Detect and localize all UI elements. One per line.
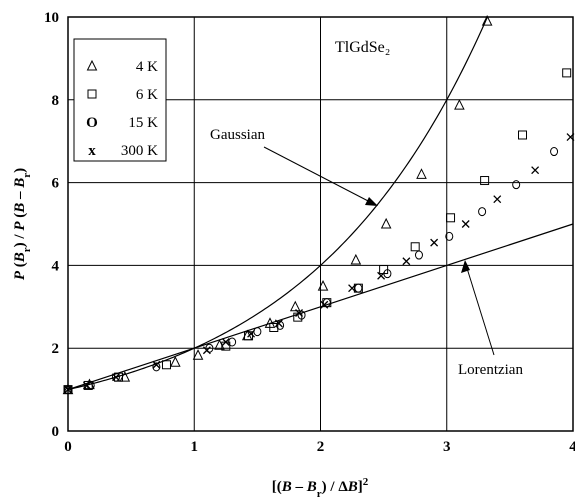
data-point-square [114,372,123,382]
data-point-cross [461,220,470,228]
data-point-cross [402,257,411,266]
tick-labels: 0 1 2 3 4 0 2 4 6 8 10 [44,10,575,455]
annotation-gaussian-arrow [263,146,373,204]
data-point-cross [221,338,230,346]
data-point-triangle [192,349,204,360]
data-point-cross [202,346,211,355]
data-point-circle [111,372,120,382]
annotation-gaussian: Gaussian [210,127,378,206]
data-points [62,15,575,395]
data-point-triangle [454,99,465,110]
data-point-circle [445,231,454,241]
data-point-cross [320,300,329,309]
data-point-cross [295,309,303,317]
data-point-square [410,242,420,252]
data-point-circle [512,180,521,190]
data-point-circle [64,385,72,395]
data-point-cross [112,373,120,382]
legend-box [73,38,167,162]
data-point-square [293,312,303,322]
data-point-square [480,176,490,186]
data-point-square [518,130,527,140]
data-point-cross [64,385,72,394]
data-point-circle [152,362,161,372]
x-tick-label: 0 [64,439,72,455]
data-point-circle [550,147,559,157]
y-tick-label: 6 [52,176,60,192]
data-point-cross [377,271,386,280]
chart-title: TlGdSe₂ [335,39,390,56]
y-tick-label: 4 [52,258,60,274]
legend-marker-circle: O [86,115,98,131]
data-point-triangle [481,15,493,26]
y-tick-label: 8 [52,93,60,109]
data-point-triangle [350,253,362,265]
legend-marker-triangle [86,59,98,71]
data-point-triangle [416,168,427,179]
lorentzian-line [67,223,574,391]
data-point-triangle [317,279,329,291]
data-point-cross [566,133,575,142]
data-point-cross [531,166,540,175]
legend-marker-cross: x [88,143,96,159]
gaussian-curve [67,16,488,391]
data-point-circle [354,283,363,293]
series-300-k [64,133,575,394]
data-point-cross [493,195,502,204]
data-point-cross [82,381,91,390]
legend-marker-square [87,89,97,99]
data-point-cross [274,319,283,328]
annotation-lorentzian-arrow [465,264,495,356]
y-tick-label: 10 [44,10,59,26]
x-tick-label: 4 [569,439,575,455]
data-point-circle [414,250,423,260]
data-point-cross [430,238,439,247]
annotation-lorentzian-label: Lorentzian [458,362,523,378]
annotation-gaussian-label: Gaussian [210,127,265,143]
legend-label: 300 K [121,143,158,159]
data-point-circle [228,337,237,347]
y-tick-label: 2 [52,341,60,357]
y-tick-label: 0 [52,424,60,440]
x-tick-label: 2 [317,439,325,455]
data-point-circle [253,327,262,337]
data-point-square [562,68,572,78]
data-point-cross [152,360,161,369]
legend-label: 4 K [136,59,158,75]
data-point-cross [247,329,256,338]
annotation-lorentzian: Lorentzian [458,260,523,378]
y-axis-label: P (Br) / P (B – Br) [12,168,33,280]
data-point-square [83,380,93,390]
x-tick-label: 1 [191,439,199,455]
data-point-square [446,213,456,223]
data-point-triangle [170,356,181,367]
data-point-circle [478,207,487,217]
data-point-cross [348,284,357,293]
data-point-square [161,360,171,370]
legend-label: 15 K [128,115,158,131]
annotation-lorentzian-arrowhead [461,260,470,273]
data-point-triangle [380,217,392,229]
data-point-square [269,323,279,332]
x-axis-label: [(B – Br) / ΔB]2 [272,476,369,499]
legend: 4 K 6 K O 15 K x 300 K [73,38,167,162]
data-point-triangle [289,300,301,312]
x-tick-label: 3 [443,439,451,455]
annotation-gaussian-arrowhead [365,197,378,206]
fit-curves [67,16,574,391]
legend-label: 6 K [136,87,158,103]
